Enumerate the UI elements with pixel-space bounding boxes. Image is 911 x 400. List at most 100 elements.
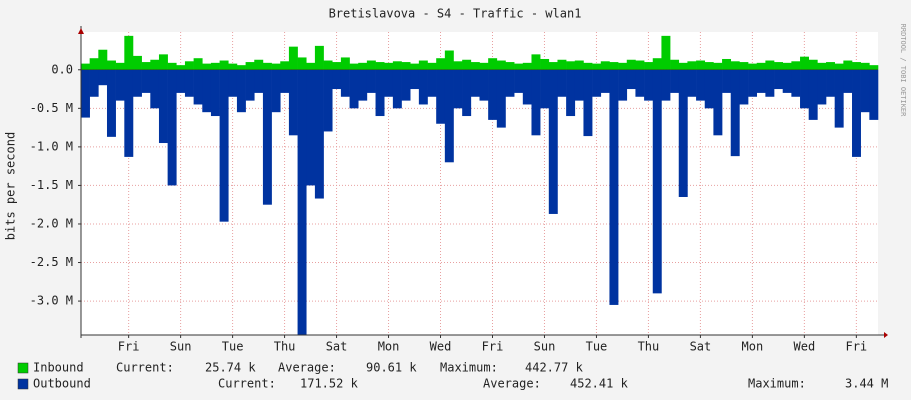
- area-segment: [600, 61, 610, 70]
- area-segment: [176, 69, 186, 93]
- area-segment: [730, 69, 740, 157]
- area-segment: [687, 69, 697, 97]
- x-tick-label: Fri: [118, 340, 140, 354]
- area-segment: [765, 60, 775, 70]
- legend-stat-label: Average:: [278, 361, 336, 375]
- area-segment: [470, 62, 480, 70]
- area-segment: [618, 62, 628, 70]
- area-segment: [124, 35, 134, 70]
- x-tick-label: Tue: [586, 340, 608, 354]
- y-tick-label: -1.0 M: [30, 139, 73, 153]
- area-segment: [748, 69, 758, 97]
- area-segment: [132, 55, 142, 70]
- area-segment: [635, 60, 645, 70]
- x-tick-label: Tue: [222, 340, 244, 354]
- area-segment: [774, 69, 784, 90]
- area-segment: [609, 69, 619, 305]
- area-segment: [791, 69, 801, 97]
- area-segment: [826, 69, 835, 97]
- area-segment: [670, 69, 680, 93]
- x-tick-label: Fri: [482, 340, 504, 354]
- area-segment: [254, 69, 264, 93]
- area-segment: [505, 62, 515, 70]
- x-tick-label: Thu: [638, 340, 660, 354]
- area-segment: [843, 69, 853, 93]
- area-segment: [566, 61, 576, 70]
- area-segment: [202, 63, 212, 70]
- watermark: RRDTOOL / TOBI OETIKER: [899, 24, 907, 118]
- area-segment: [834, 63, 844, 70]
- area-segment: [323, 60, 333, 70]
- area-segment: [115, 62, 125, 70]
- area-segment: [644, 69, 654, 101]
- x-tick-label: Wed: [430, 340, 452, 354]
- area-segment: [488, 58, 498, 70]
- area-segment: [98, 69, 108, 86]
- area-segment: [713, 62, 723, 70]
- legend-stat-value: 3.44 M: [845, 377, 888, 391]
- area-segment: [288, 46, 298, 70]
- area-segment: [384, 62, 394, 70]
- area-segment: [756, 62, 766, 70]
- area-segment: [106, 69, 116, 137]
- area-segment: [141, 62, 151, 70]
- legend-stat-value: 25.74 k: [205, 361, 256, 375]
- y-tick-label: -2.0 M: [30, 216, 73, 230]
- y-tick-label: -2.5 M: [30, 255, 73, 269]
- area-segment: [158, 54, 168, 70]
- x-tick-label: Wed: [794, 340, 816, 354]
- area-segment: [687, 61, 697, 70]
- legend-stat-value: 452.41 k: [570, 377, 629, 391]
- area-segment: [444, 69, 454, 163]
- area-segment: [141, 69, 151, 93]
- axes: 0.0 -0.5 M -1.0 M -1.5 M -2.0 M -2.5 M -3.0 M F…: [30, 26, 888, 354]
- area-segment: [817, 62, 827, 70]
- area-segment: [410, 69, 420, 90]
- area-segment: [722, 69, 732, 93]
- x-tick-label: Sat: [326, 340, 348, 354]
- legend: Inbound Current: 25.74 k Average: 90.61 k Max…: [17, 361, 888, 391]
- area-segment: [245, 62, 255, 70]
- area-segment: [254, 59, 264, 70]
- area-segment: [314, 69, 324, 199]
- area-segment: [479, 69, 489, 101]
- area-segment: [860, 69, 870, 113]
- area-segment: [245, 69, 255, 101]
- legend-swatch: [17, 362, 29, 374]
- x-tick-label: Sun: [534, 340, 556, 354]
- area-segment: [124, 69, 134, 157]
- area-segment: [557, 69, 567, 97]
- area-segment: [210, 69, 220, 117]
- area-segment: [540, 58, 550, 70]
- area-segment: [262, 62, 272, 70]
- area-segment: [704, 62, 714, 70]
- area-segment: [514, 69, 524, 93]
- area-segment: [427, 62, 437, 70]
- legend-stat-label: Maximum:: [748, 377, 806, 391]
- area-segment: [470, 69, 480, 97]
- area-segment: [852, 62, 861, 70]
- x-tick-label: Sun: [170, 340, 192, 354]
- area-segment: [462, 59, 472, 70]
- area-segment: [98, 49, 108, 70]
- area-segment: [167, 69, 177, 186]
- area-segment: [444, 50, 454, 70]
- area-segment: [314, 45, 324, 70]
- area-segment: [782, 62, 792, 70]
- area-segment: [479, 62, 489, 70]
- area-segment: [453, 69, 463, 109]
- area-segment: [869, 69, 879, 120]
- area-segment: [358, 69, 368, 101]
- area-segment: [280, 69, 290, 93]
- area-segment: [522, 69, 532, 105]
- area-segment: [574, 69, 584, 101]
- area-segment: [81, 63, 90, 70]
- area-segment: [635, 69, 645, 97]
- area-segment: [618, 69, 628, 101]
- area-segment: [228, 69, 238, 97]
- area-segment: [808, 59, 818, 70]
- area-segment: [158, 69, 168, 144]
- area-segment: [670, 59, 680, 70]
- area-segment: [869, 65, 879, 70]
- area-segment: [436, 69, 446, 124]
